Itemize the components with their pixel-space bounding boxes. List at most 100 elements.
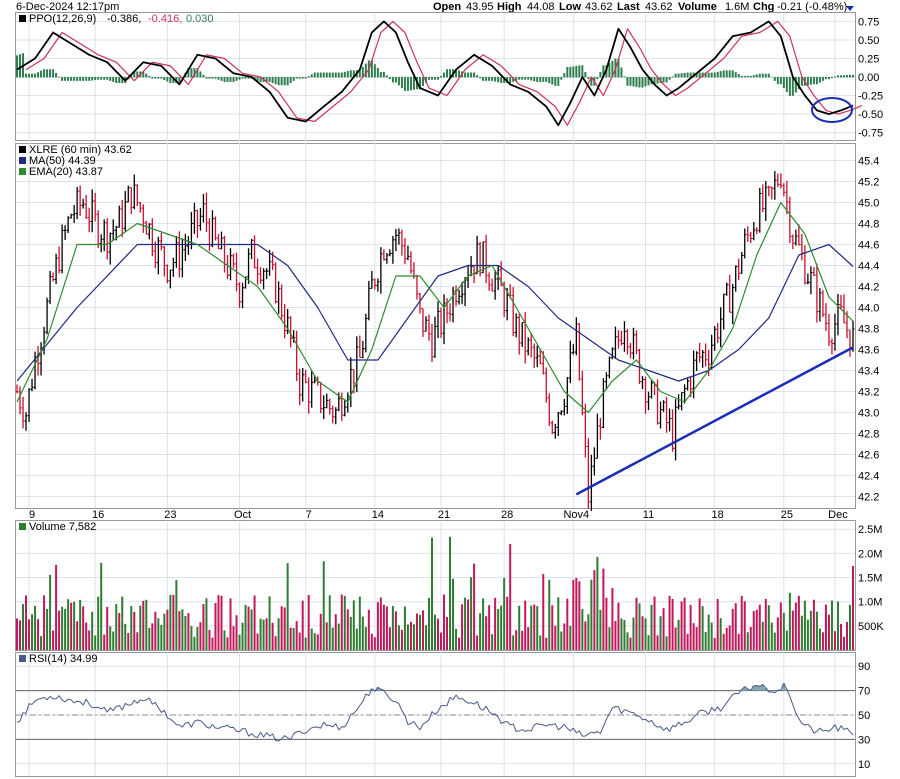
volume-bar <box>440 632 443 650</box>
volume-bar <box>223 630 226 650</box>
volume-bar <box>295 621 298 650</box>
volume-bar <box>539 635 542 650</box>
volume-bar <box>370 633 373 650</box>
ppo-tick-label: -0.25 <box>858 91 883 103</box>
volume-bar <box>587 614 590 650</box>
ppo-histogram-bar <box>346 71 349 78</box>
ppo-histogram-bar <box>455 69 458 78</box>
volume-bar <box>608 627 611 650</box>
ppo-histogram-bar <box>557 77 560 86</box>
volume-bar <box>289 627 292 650</box>
rsi-tick-label: 10 <box>858 759 870 771</box>
ppo-histogram-bar <box>710 72 713 78</box>
volume-bar <box>737 633 740 650</box>
x-tick-label: Nov4 <box>563 509 589 521</box>
ppo-histogram-bar <box>373 64 376 78</box>
volume-label: Volume <box>678 1 717 13</box>
ppo-histogram-bar <box>827 77 830 80</box>
ppo-histogram-bar <box>403 77 406 91</box>
volume-bar <box>815 611 818 650</box>
ppo-histogram-bar <box>43 69 46 78</box>
volume-bar <box>728 625 731 650</box>
volume-bar <box>349 616 352 650</box>
ppo-histogram-bar <box>515 77 518 81</box>
rsi-overbought-fill <box>758 686 762 691</box>
ppo-histogram-bar <box>647 77 650 86</box>
header-date: 6-Dec-2024 12:17pm <box>16 1 119 13</box>
ppo-histogram-bar <box>509 77 512 84</box>
volume-bar <box>833 631 836 650</box>
volume-bar <box>406 624 409 650</box>
ppo-histogram-bar <box>112 77 115 82</box>
ppo-histogram-bar <box>770 77 773 78</box>
ppo-histogram-bar <box>788 77 791 96</box>
volume-bar <box>494 597 497 650</box>
volume-bar <box>461 604 464 650</box>
volume-bar <box>506 596 509 650</box>
ppo-histogram-bar <box>106 77 109 80</box>
volume-bar <box>665 636 668 650</box>
chg-label: Chg <box>753 1 774 13</box>
price-tick-label: 43.6 <box>858 345 879 357</box>
volume-bar <box>698 598 701 650</box>
volume-bar <box>25 595 28 650</box>
volume-bar <box>632 617 635 650</box>
rsi-line <box>16 683 854 742</box>
open-value: 43.95 <box>466 1 494 13</box>
ppo-histogram-bar <box>578 65 581 78</box>
volume-bar <box>437 618 440 650</box>
ppo-histogram-bar <box>575 65 578 78</box>
volume-bar <box>199 622 202 650</box>
ppo-histogram-bar <box>626 77 629 86</box>
volume-bar <box>491 634 494 650</box>
ppo-histogram-bar <box>406 77 409 91</box>
ppo-histogram-bar <box>821 77 824 81</box>
volume-bar <box>770 622 773 650</box>
volume-bar <box>743 601 746 650</box>
ppo-histogram-bar <box>764 73 767 78</box>
ppo-histogram-bar <box>331 72 334 78</box>
volume-bar <box>449 536 452 650</box>
ppo-histogram-bar <box>31 73 34 78</box>
volume-bar <box>716 599 719 650</box>
ppo-histogram-bar <box>88 77 91 81</box>
ppo-histogram-bar <box>313 72 316 78</box>
volume-bar <box>617 602 620 650</box>
ppo-histogram-bar <box>833 76 836 78</box>
ppo-histogram-bar <box>563 73 566 78</box>
volume-bar <box>109 626 112 650</box>
ppo-histogram-bar <box>731 70 734 78</box>
ppo-histogram-bar <box>301 77 304 79</box>
volume-bar <box>16 618 18 650</box>
volume-bar <box>749 626 752 650</box>
volume-bar <box>761 621 764 650</box>
ppo-legend-value: -0.386, <box>107 13 141 25</box>
ppo-histogram-bar <box>145 73 148 78</box>
ppo-histogram-bar <box>166 77 169 82</box>
ppo-histogram-bar <box>187 68 190 78</box>
ppo-histogram-bar <box>782 77 785 89</box>
ppo-histogram-bar <box>412 77 415 90</box>
low-value: 43.62 <box>585 1 613 13</box>
rsi-legend-label: RSI(14) 34.99 <box>29 653 97 665</box>
ppo-histogram-bar <box>370 60 373 78</box>
volume-bar <box>118 612 121 650</box>
ppo-histogram-bar <box>746 75 749 78</box>
volume-bar <box>806 619 809 650</box>
ppo-histogram-bar <box>485 77 488 81</box>
series-lines <box>16 20 863 742</box>
volume-bar <box>548 579 551 650</box>
volume-bar <box>620 618 623 650</box>
volume-bar <box>821 632 824 650</box>
volume-bar <box>677 619 680 650</box>
x-tick-label: 11 <box>643 509 654 521</box>
volume-bar <box>512 635 515 650</box>
ppo-histogram-bar <box>196 68 199 78</box>
ppo-histogram-bar <box>512 77 515 82</box>
high-value: 44.08 <box>527 1 555 13</box>
volume-bar <box>82 606 85 650</box>
ppo-histogram-bar <box>340 72 343 78</box>
volume-bar <box>151 623 154 650</box>
volume-bar <box>64 608 67 650</box>
panel-frames <box>15 12 856 777</box>
